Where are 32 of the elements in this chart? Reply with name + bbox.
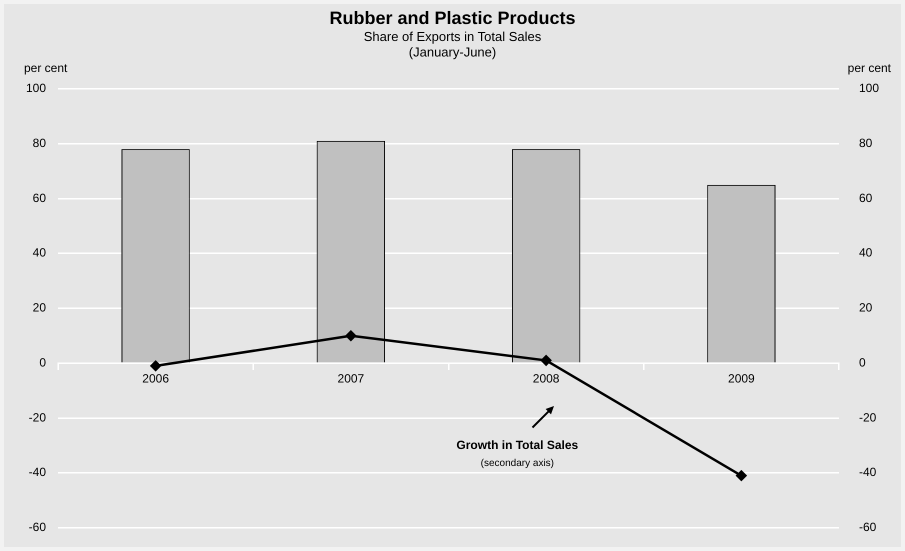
point [736, 470, 747, 481]
y2-tick-label: 80 [858, 136, 873, 150]
y2-axis-title: per cent [848, 61, 892, 76]
y-axis-title: per cent [24, 61, 68, 76]
y-tick-label: -40 [28, 465, 46, 480]
y2-tick-label: -60 [858, 520, 877, 534]
y2-tick-label: 100 [858, 81, 880, 96]
y-tick-label: 20 [32, 300, 46, 315]
point [540, 355, 552, 366]
point [346, 330, 356, 341]
chart-subtitle: Share of Exports in Total Sales (January-June) [364, 28, 542, 60]
x-tick-label: 2007 [338, 372, 365, 386]
x-tick-label: 2008 [532, 372, 560, 386]
y-tick-label: -60 [28, 520, 46, 534]
y-tick-label: 80 [32, 136, 46, 150]
y2-tick-label: 40 [858, 246, 873, 260]
chart-title: Rubber and Plastic Products [329, 8, 576, 28]
y-tick-label: 0 [39, 355, 46, 370]
y2-tick-label: 20 [858, 300, 873, 315]
annotation: (secondary axis) [480, 458, 554, 470]
y-tick-label: 60 [32, 190, 46, 205]
y2-tick-label: -40 [858, 465, 877, 480]
y2-tick-label: -20 [858, 410, 877, 424]
y2-tick-label: 60 [858, 190, 873, 205]
annotation: Growth in Total Sales [456, 438, 579, 452]
y-tick-label: 100 [26, 81, 46, 96]
y2-tick-label: 0 [858, 355, 866, 370]
y-tick-label: -20 [28, 410, 46, 424]
x-tick-label: 2009 [728, 372, 756, 386]
x-tick-label: 2006 [142, 372, 170, 386]
y-tick-label: 40 [32, 246, 46, 260]
point [150, 360, 161, 372]
